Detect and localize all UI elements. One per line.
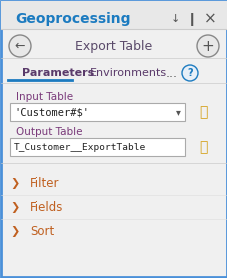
Text: ▾: ▾ [175, 107, 180, 117]
Text: Fields: Fields [30, 200, 63, 214]
Text: ❙: ❙ [186, 13, 196, 26]
Text: 📂: 📂 [198, 105, 206, 119]
Text: ×: × [203, 11, 215, 26]
FancyBboxPatch shape [10, 103, 184, 121]
Text: Input Table: Input Table [16, 92, 73, 102]
Text: ↓: ↓ [170, 14, 179, 24]
Text: ❯: ❯ [10, 177, 20, 188]
Text: +: + [201, 38, 213, 53]
Circle shape [181, 65, 197, 81]
Text: ←: ← [15, 39, 25, 53]
Text: Environments: Environments [90, 68, 166, 78]
Text: Sort: Sort [30, 225, 54, 237]
Text: ?: ? [186, 68, 192, 78]
Text: Export Table: Export Table [75, 39, 152, 53]
FancyBboxPatch shape [1, 1, 226, 29]
FancyBboxPatch shape [10, 138, 184, 156]
Text: T_Customer__ExportTable: T_Customer__ExportTable [14, 143, 146, 152]
Text: Output Table: Output Table [16, 127, 82, 137]
Text: ...: ... [165, 66, 177, 80]
Circle shape [9, 35, 31, 57]
Text: ❯: ❯ [10, 202, 20, 212]
Text: Parameters: Parameters [22, 68, 94, 78]
Text: Geoprocessing: Geoprocessing [15, 12, 130, 26]
Text: Filter: Filter [30, 177, 59, 190]
Text: 📂: 📂 [198, 140, 206, 154]
Text: 'Customer#$': 'Customer#$' [14, 107, 89, 117]
Text: ❯: ❯ [10, 225, 20, 237]
Circle shape [196, 35, 218, 57]
